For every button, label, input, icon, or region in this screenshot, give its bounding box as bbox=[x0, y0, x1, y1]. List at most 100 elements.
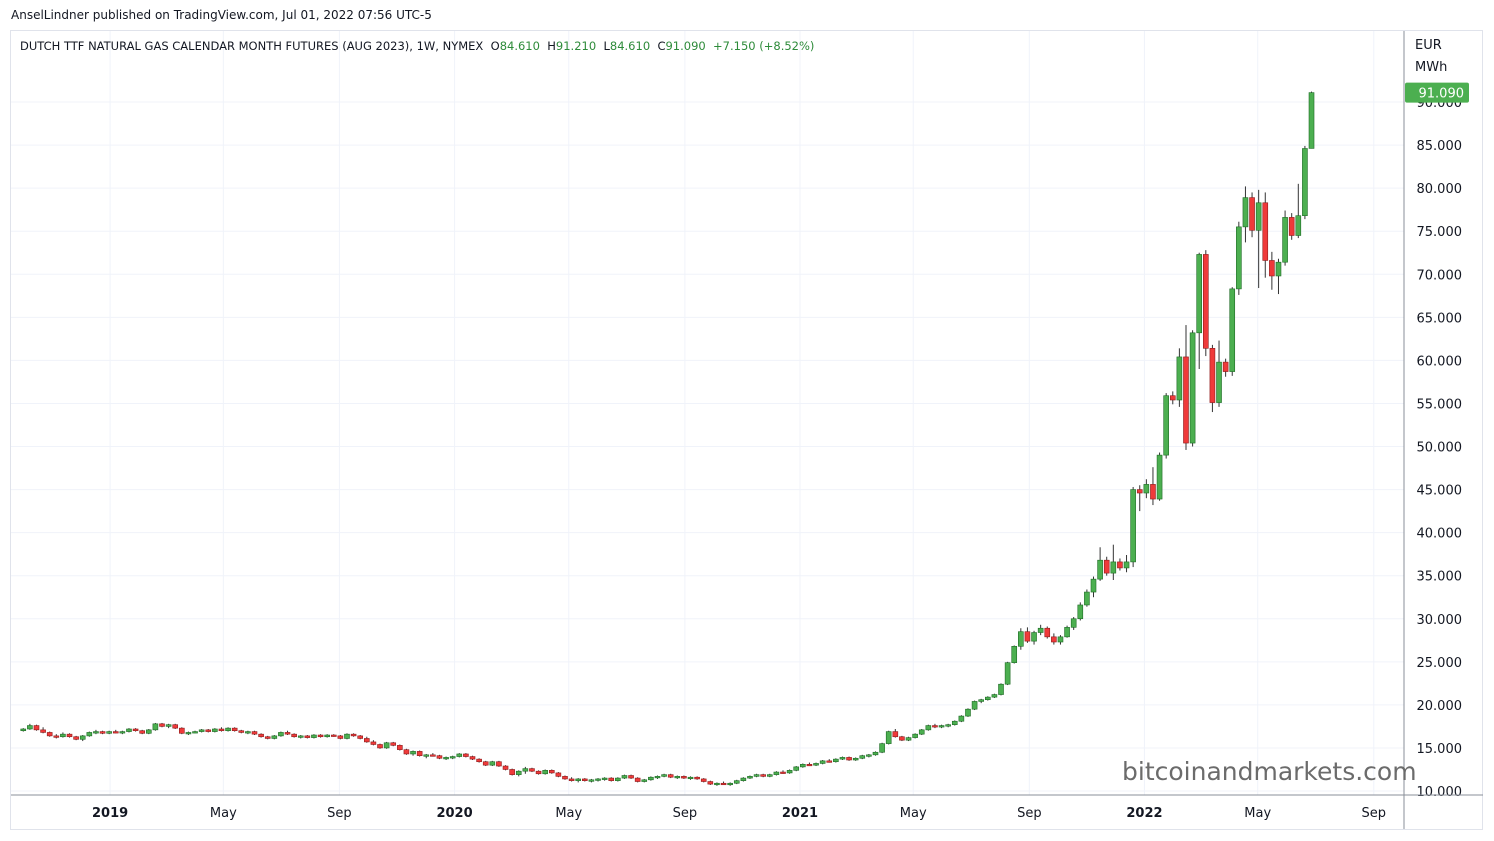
legend-close-value: 91.090 bbox=[665, 39, 706, 53]
candle-body bbox=[740, 777, 747, 781]
candle-body bbox=[1216, 361, 1222, 403]
candle-body bbox=[568, 778, 575, 781]
candle-body bbox=[641, 779, 648, 782]
candle-body bbox=[212, 728, 218, 732]
candle-body bbox=[185, 732, 192, 735]
candle-body bbox=[1183, 356, 1189, 444]
candle-body bbox=[1031, 632, 1037, 642]
candle-body bbox=[1269, 260, 1275, 277]
candle-body bbox=[198, 729, 205, 732]
x-tick-label: Sep bbox=[1362, 806, 1387, 821]
candle-body bbox=[938, 725, 945, 728]
candle-body bbox=[965, 708, 971, 717]
candle-body bbox=[1308, 92, 1315, 149]
candle-body bbox=[1176, 356, 1183, 401]
candle-body bbox=[833, 758, 839, 763]
candle-body bbox=[1262, 202, 1269, 261]
candle-body bbox=[707, 781, 714, 785]
candle-body bbox=[377, 744, 383, 749]
candle-body bbox=[297, 735, 304, 738]
last-price-tag bbox=[1405, 82, 1469, 103]
candle-body bbox=[238, 730, 245, 733]
y-tick-label: 75.000 bbox=[1417, 225, 1463, 240]
candle-body bbox=[1024, 631, 1031, 642]
candle-body bbox=[1057, 636, 1064, 643]
candle-body bbox=[251, 731, 258, 735]
candle-body bbox=[852, 757, 859, 761]
candle-body bbox=[648, 776, 654, 781]
y-tick-label: 85.000 bbox=[1417, 139, 1463, 154]
candle-body bbox=[681, 776, 687, 779]
candle-body bbox=[879, 743, 885, 753]
candle-body bbox=[529, 768, 535, 772]
y-tick-label: 20.000 bbox=[1417, 699, 1463, 714]
candle-body bbox=[53, 735, 60, 738]
candle-body bbox=[674, 776, 681, 779]
candle-body bbox=[337, 735, 344, 739]
candle-body bbox=[33, 725, 40, 731]
candle-body bbox=[800, 764, 806, 768]
candle-body bbox=[753, 774, 760, 777]
watermark: bitcoinandmarkets.com bbox=[1122, 757, 1417, 786]
candle-body bbox=[112, 731, 119, 734]
candle-body bbox=[1097, 559, 1103, 580]
legend-change: +7.150 (+8.52%) bbox=[713, 39, 815, 53]
candle-body bbox=[1242, 197, 1249, 228]
x-tick-label: May bbox=[1244, 806, 1271, 821]
candle-body bbox=[403, 749, 410, 755]
x-tick-label: Sep bbox=[327, 806, 352, 821]
candle-body bbox=[46, 732, 53, 737]
legend-close-label: C bbox=[657, 39, 666, 53]
candle-body bbox=[482, 761, 489, 766]
y-tick-label: 45.000 bbox=[1417, 484, 1463, 499]
candle-body bbox=[1302, 148, 1308, 216]
candle-body bbox=[172, 724, 179, 729]
candle-body bbox=[733, 780, 740, 784]
y-tick-label: 15.000 bbox=[1417, 742, 1463, 757]
y-tick-label: 70.000 bbox=[1417, 268, 1463, 283]
candle-body bbox=[152, 723, 159, 731]
candle-body bbox=[628, 775, 634, 779]
y-tick-label: 55.000 bbox=[1417, 397, 1463, 412]
candle-body bbox=[991, 694, 998, 698]
y-tick-label: 10.000 bbox=[1417, 785, 1463, 800]
candle-body bbox=[311, 734, 317, 738]
legend-open-value: 84.610 bbox=[499, 39, 540, 53]
candle-body bbox=[1196, 254, 1203, 334]
candle-body bbox=[562, 776, 568, 780]
candle-body bbox=[515, 770, 522, 775]
x-tick-label: 2019 bbox=[92, 806, 128, 821]
candle-body bbox=[846, 757, 852, 761]
candle-body bbox=[1143, 484, 1150, 494]
candle-body bbox=[126, 728, 132, 732]
candle-body bbox=[1084, 591, 1090, 606]
candle-body bbox=[1255, 202, 1262, 231]
candle-body bbox=[430, 754, 436, 757]
candle-body bbox=[654, 776, 661, 779]
last-price-label: 91.090 bbox=[1419, 87, 1465, 102]
candle-body bbox=[179, 727, 185, 734]
candle-body bbox=[1189, 332, 1196, 444]
candle-body bbox=[1156, 454, 1163, 500]
candle-body bbox=[502, 765, 509, 770]
candle-body bbox=[601, 777, 608, 780]
candle-body bbox=[390, 742, 397, 746]
candle-body bbox=[1011, 646, 1018, 663]
candle-body bbox=[1229, 288, 1236, 372]
x-tick-label: 2022 bbox=[1126, 806, 1162, 821]
y-tick-label: 30.000 bbox=[1417, 613, 1463, 628]
candle-body bbox=[225, 727, 231, 732]
candle-body bbox=[859, 755, 866, 759]
y-tick-label: 60.000 bbox=[1417, 354, 1463, 369]
candle-body bbox=[436, 755, 443, 759]
x-tick-label: 2021 bbox=[782, 806, 818, 821]
candle-body bbox=[205, 729, 212, 732]
candle-body bbox=[132, 728, 139, 732]
candle-body bbox=[364, 738, 370, 743]
currency-label: EUR bbox=[1415, 38, 1442, 53]
candle-body bbox=[291, 733, 297, 738]
candle-body bbox=[66, 733, 73, 738]
candle-body bbox=[813, 763, 819, 766]
candle-body bbox=[714, 782, 720, 786]
